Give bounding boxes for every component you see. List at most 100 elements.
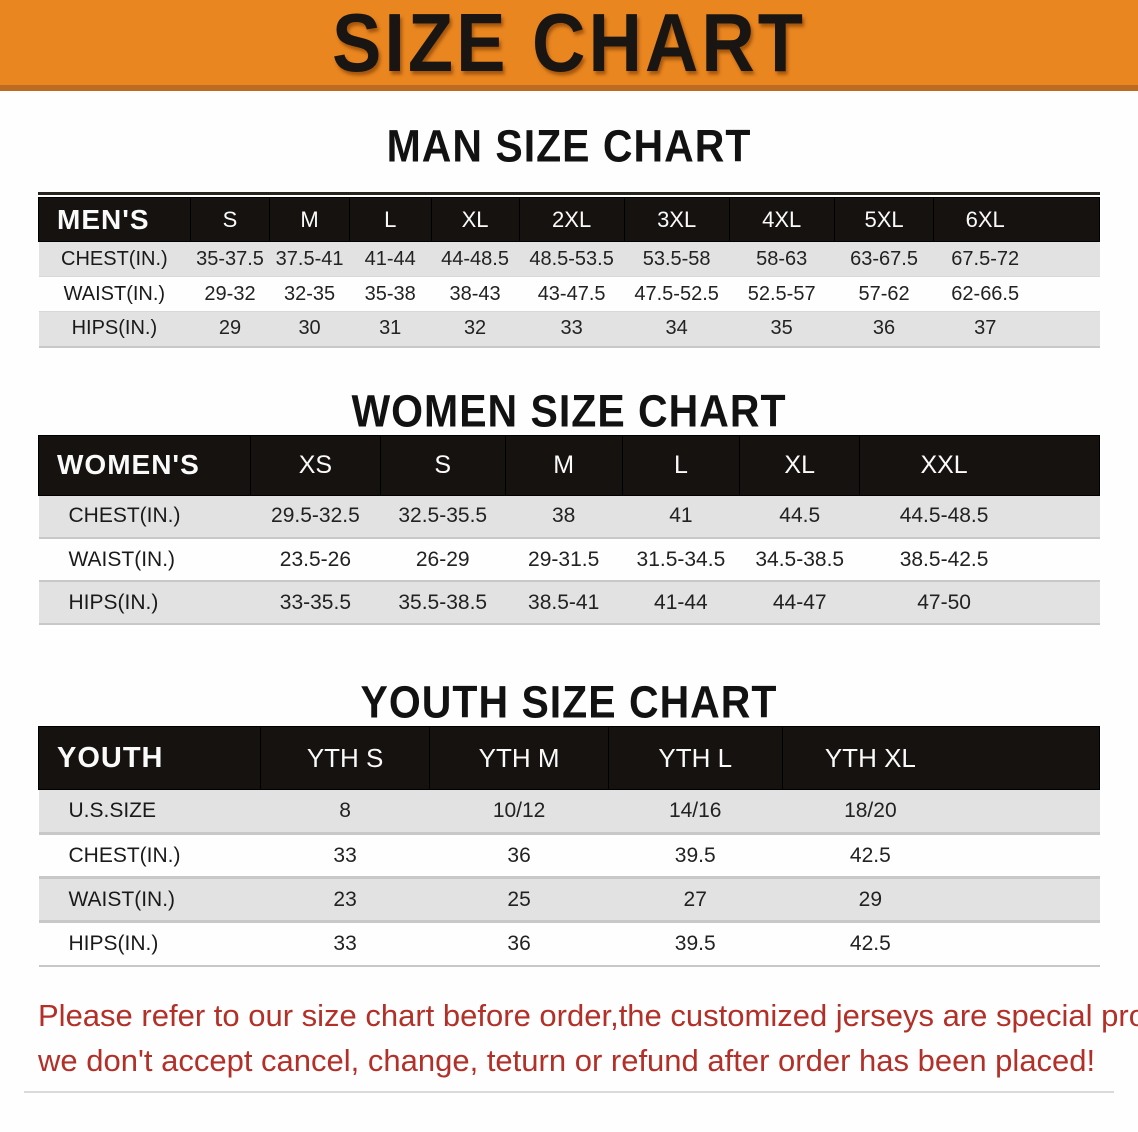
men-waist-row: WAIST(IN.) 29-32 32-35 35-38 38-43 43-47…: [38, 276, 1100, 312]
size-value: 23: [260, 876, 430, 922]
size-value: 29-32: [190, 276, 270, 312]
men-size-column-header: 6XL: [933, 197, 1100, 242]
men-hips-row: HIPS(IN.) 29 30 31 32 33 34 35 36 37: [38, 311, 1100, 347]
size-value: 33-35.5: [250, 580, 381, 624]
women-header-row: WOMEN'S XS S M L XL XXL: [37, 434, 1100, 496]
size-value: 36: [429, 920, 609, 966]
page-title: SIZE CHART: [332, 0, 806, 89]
men-section-heading: MAN SIZE CHART: [386, 120, 752, 172]
size-value: 18/20: [782, 789, 1100, 834]
women-size-column-header: S: [379, 434, 506, 496]
size-value: 32.5-35.5: [380, 495, 506, 538]
size-value: 35-37.5: [190, 241, 270, 277]
row-label: HIPS(IN.): [38, 580, 251, 624]
size-value: 33: [260, 920, 430, 966]
women-chest-row: CHEST(IN.) 29.5-32.5 32.5-35.5 38 41 44.…: [38, 495, 1100, 538]
row-label: CHEST(IN.): [38, 495, 251, 538]
size-value: 34.5-38.5: [739, 537, 860, 581]
size-value: 44-48.5: [431, 241, 520, 277]
size-value: 47.5-52.5: [624, 276, 730, 312]
size-value: 62-66.5: [933, 276, 1100, 312]
men-size-column-header: 4XL: [728, 197, 835, 242]
women-size-column-header: M: [504, 434, 623, 496]
size-value: 35: [729, 311, 835, 347]
size-value: 38: [505, 495, 623, 538]
size-value: 41-44: [622, 580, 740, 624]
youth-ussize-row: U.S.SIZE 8 10/12 14/16 18/20: [38, 789, 1100, 834]
row-label: WAIST(IN.): [38, 537, 251, 581]
youth-size-table: YOUTH YTH S YTH M YTH L YTH XL U.S.SIZE …: [38, 726, 1101, 967]
size-value: 58-63: [729, 241, 835, 277]
size-value: 33: [519, 311, 625, 347]
size-value: 29-31.5: [505, 537, 623, 581]
women-table-label: WOMEN'S: [37, 434, 252, 496]
men-size-column-header: M: [269, 197, 350, 242]
row-label: CHEST(IN.): [38, 241, 191, 277]
row-label: WAIST(IN.): [38, 276, 191, 312]
size-value: 29.5-32.5: [250, 495, 381, 538]
women-size-table: WOMEN'S XS S M L XL XXL CHEST(IN.) 29.5-…: [37, 434, 1100, 625]
women-size-column-header: L: [621, 434, 741, 496]
women-section-heading: WOMEN SIZE CHART: [351, 385, 787, 436]
size-value: 44.5: [739, 495, 860, 538]
size-value: 42.5: [782, 920, 1100, 966]
size-value: 32: [431, 311, 520, 347]
size-value: 48.5-53.5: [519, 241, 625, 277]
size-value: 37.5-41: [269, 241, 350, 277]
women-size-column-header: XL: [739, 434, 861, 496]
size-value: 38.5-42.5: [859, 537, 1100, 581]
size-value: 10/12: [429, 789, 609, 834]
size-value: 33: [260, 832, 430, 878]
size-value: 35-38: [349, 276, 432, 312]
disclaimer-line-2: we don't accept cancel, change, teturn o…: [38, 1042, 1096, 1078]
size-value: 31: [349, 311, 432, 347]
men-size-column-header: S: [189, 197, 271, 242]
men-size-column-header: 3XL: [623, 197, 730, 242]
women-size-column-header: XXL: [859, 434, 1100, 496]
size-value: 35.5-38.5: [380, 580, 506, 624]
size-value: 36: [429, 832, 609, 878]
youth-size-column-header: YTH XL: [781, 726, 1101, 790]
disclaimer-line-1: Please refer to our size chart before or…: [38, 997, 1138, 1033]
row-label: WAIST(IN.): [38, 876, 261, 922]
size-value: 57-62: [834, 276, 934, 312]
women-waist-row: WAIST(IN.) 23.5-26 26-29 29-31.5 31.5-34…: [38, 537, 1100, 581]
youth-size-column-header: YTH L: [607, 726, 783, 790]
size-value: 32-35: [269, 276, 350, 312]
women-size-column-header: XS: [250, 434, 381, 496]
size-value: 67.5-72: [933, 241, 1100, 277]
size-value: 30: [269, 311, 350, 347]
row-label: HIPS(IN.): [38, 311, 191, 347]
men-size-column-header: 2XL: [518, 197, 625, 242]
youth-chest-row: CHEST(IN.) 33 36 39.5 42.5: [38, 832, 1100, 878]
size-value: 41-44: [349, 241, 432, 277]
size-value: 34: [624, 311, 730, 347]
men-size-table: MEN'S S M L XL 2XL 3XL 4XL 5XL 6XL CHEST…: [38, 197, 1100, 348]
size-value: 38.5-41: [505, 580, 623, 624]
size-value: 53.5-58: [624, 241, 730, 277]
youth-waist-row: WAIST(IN.) 23 25 27 29: [38, 876, 1100, 922]
size-value: 39.5: [608, 832, 783, 878]
youth-table-label: YOUTH: [38, 726, 261, 790]
size-value: 38-43: [431, 276, 520, 312]
youth-size-column-header: YTH M: [429, 726, 609, 790]
size-value: 52.5-57: [729, 276, 835, 312]
men-size-column-header: XL: [430, 197, 520, 242]
size-value: 63-67.5: [834, 241, 934, 277]
title-banner: SIZE CHART: [0, 0, 1138, 91]
size-value: 31.5-34.5: [622, 537, 740, 581]
size-value: 14/16: [608, 789, 783, 834]
size-value: 39.5: [608, 920, 783, 966]
youth-size-column-header: YTH S: [259, 726, 431, 790]
youth-section-heading: YOUTH SIZE CHART: [360, 676, 778, 728]
size-value: 43-47.5: [519, 276, 625, 312]
size-value: 37: [933, 311, 1100, 347]
disclaimer-text: Please refer to our size chart before or…: [0, 993, 1138, 1083]
men-size-column-header: L: [348, 197, 432, 242]
size-value: 44.5-48.5: [859, 495, 1100, 538]
men-header-row: MEN'S S M L XL 2XL 3XL 4XL 5XL 6XL: [38, 197, 1100, 242]
size-value: 26-29: [380, 537, 506, 581]
size-value: 29: [782, 876, 1100, 922]
men-chest-row: CHEST(IN.) 35-37.5 37.5-41 41-44 44-48.5…: [38, 241, 1100, 277]
row-label: HIPS(IN.): [38, 920, 261, 966]
